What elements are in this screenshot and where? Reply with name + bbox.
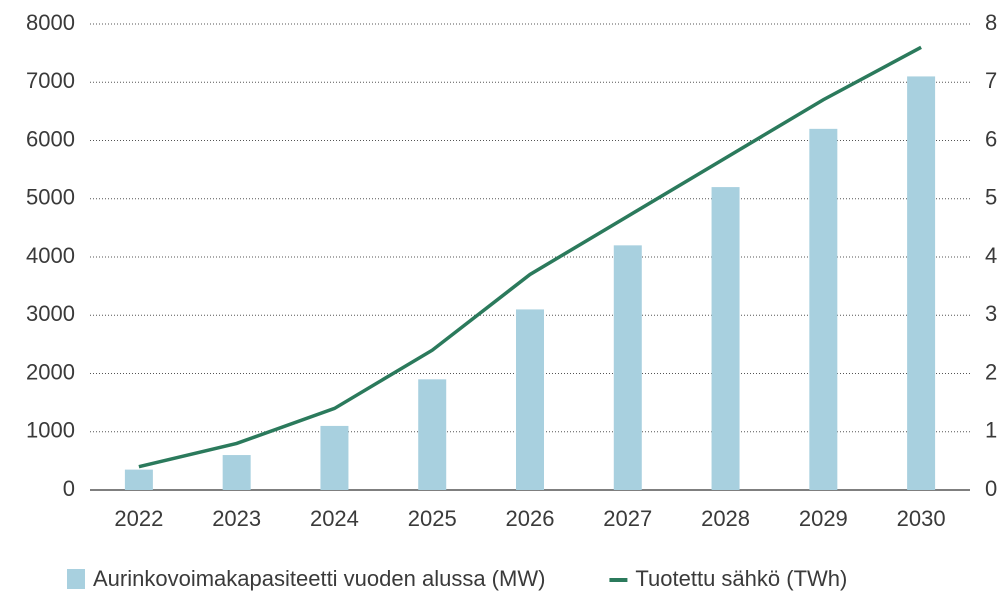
x-tick-label: 2027 [603,506,652,531]
bar [907,76,936,491]
y-tick-label: 7000 [26,68,75,93]
y-tick-label: 2000 [26,359,75,384]
y2-tick-label: 2 [985,359,997,384]
x-tick-label: 2026 [506,506,555,531]
legend-label: Tuotettu sähkö (TWh) [635,566,847,591]
bar [613,245,642,490]
bar [711,187,740,490]
y2-tick-label: 0 [985,476,997,501]
x-tick-label: 2028 [701,506,750,531]
bar [320,425,349,490]
y2-tick-label: 5 [985,185,997,210]
y-tick-label: 0 [63,476,75,501]
x-tick-label: 2024 [310,506,359,531]
y-tick-label: 6000 [26,126,75,151]
y2-tick-label: 1 [985,418,997,443]
x-tick-label: 2022 [114,506,163,531]
legend-swatch [67,569,85,589]
y-tick-label: 3000 [26,301,75,326]
legend-label: Aurinkovoimakapasiteetti vuoden alussa (… [93,566,545,591]
y-tick-label: 5000 [26,185,75,210]
y-tick-label: 8000 [26,10,75,35]
y2-tick-label: 4 [985,243,997,268]
y2-tick-label: 8 [985,10,997,35]
y2-tick-label: 3 [985,301,997,326]
bar [222,455,251,490]
y2-tick-label: 6 [985,126,997,151]
bar [124,469,153,490]
bar [516,309,544,490]
y2-tick-label: 7 [985,68,997,93]
bar [809,128,838,490]
x-tick-label: 2025 [408,506,457,531]
y-tick-label: 1000 [26,418,75,443]
y-tick-label: 4000 [26,243,75,268]
x-tick-label: 2030 [897,506,946,531]
bar [418,379,447,490]
line [138,45,922,469]
x-tick-label: 2023 [212,506,261,531]
x-tick-label: 2029 [799,506,848,531]
